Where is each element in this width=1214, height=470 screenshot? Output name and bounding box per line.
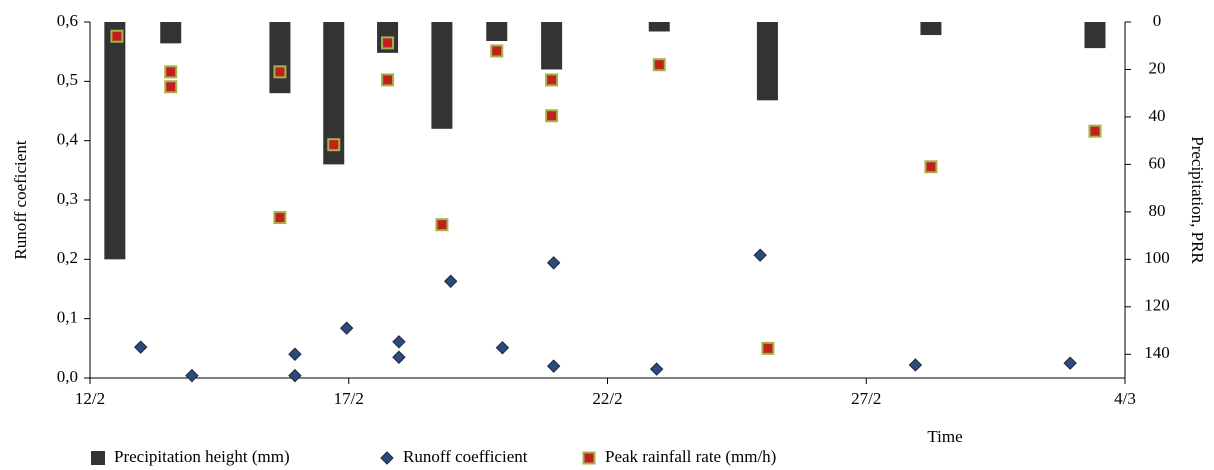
diamond-marker	[288, 368, 302, 383]
bar	[920, 22, 942, 36]
y2-tick-label: 100	[1144, 248, 1170, 267]
y-axis-label: Runoff coeficient	[11, 140, 30, 259]
y-tick-label: 0,3	[57, 189, 78, 208]
y-tick-label: 0,5	[57, 70, 78, 89]
legend-label: Runoff coefficient	[403, 447, 528, 466]
legend-swatch	[582, 451, 596, 465]
y2-tick-label: 120	[1144, 296, 1170, 315]
diamond-marker	[185, 368, 199, 383]
y2-axis-label: Precipitation, PRR	[1188, 136, 1207, 264]
bar	[269, 22, 291, 94]
bar	[431, 22, 453, 129]
diamond-marker	[443, 274, 458, 288]
y-tick-label: 0,0	[57, 367, 78, 386]
x-tick-label: 12/2	[75, 389, 105, 408]
diamond-marker	[546, 359, 561, 373]
square-marker	[545, 73, 559, 87]
diamond-marker	[753, 248, 767, 262]
diamond-marker	[339, 321, 354, 335]
square-marker	[327, 138, 341, 152]
y2-tick-label: 0	[1153, 11, 1162, 30]
x-tick-label: 17/2	[334, 389, 364, 408]
square-marker	[490, 44, 504, 58]
y2-tick-label: 80	[1149, 201, 1166, 220]
square-marker	[381, 36, 395, 50]
y2-tick-label: 60	[1149, 153, 1166, 172]
legend-swatch	[91, 451, 105, 465]
square-marker	[761, 341, 775, 355]
square-marker	[110, 29, 124, 43]
diamond-marker	[546, 256, 561, 270]
square-marker	[435, 218, 449, 232]
bar	[541, 22, 563, 70]
legend-swatch	[380, 451, 394, 465]
y-tick-label: 0,2	[57, 248, 78, 267]
diamond-marker	[649, 362, 664, 376]
y2-tick-label: 140	[1144, 343, 1170, 362]
bar	[648, 22, 670, 32]
bar	[104, 22, 126, 260]
x-tick-label: 4/3	[1114, 389, 1136, 408]
bar	[160, 22, 182, 44]
diamond-marker	[288, 347, 302, 361]
legend-label: Peak rainfall rate (mm/h)	[605, 447, 776, 466]
square-marker	[164, 80, 178, 94]
square-marker	[652, 58, 666, 72]
diamond-marker	[392, 335, 406, 349]
diamond-marker	[134, 340, 148, 354]
square-marker	[1088, 124, 1102, 138]
square-marker	[273, 211, 287, 225]
y-tick-label: 0,4	[57, 130, 79, 149]
x-axis-label: Time	[927, 427, 962, 446]
square-marker	[273, 65, 287, 79]
x-tick-label: 22/2	[592, 389, 622, 408]
bar	[1084, 22, 1106, 49]
square-marker	[164, 65, 178, 79]
diamond-marker	[1063, 356, 1077, 370]
square-marker	[924, 160, 938, 174]
diamond-marker	[495, 341, 510, 355]
y2-tick-label: 20	[1149, 58, 1166, 77]
y-tick-label: 0,6	[57, 11, 78, 30]
legend-label: Precipitation height (mm)	[114, 447, 290, 466]
bar	[486, 22, 508, 41]
square-marker	[381, 73, 395, 87]
y2-tick-label: 40	[1149, 106, 1166, 125]
bar	[323, 22, 345, 165]
y-tick-label: 0,1	[57, 308, 78, 327]
diamond-marker	[392, 350, 406, 364]
square-marker	[545, 109, 559, 123]
diamond-marker	[908, 358, 923, 372]
bar	[756, 22, 778, 101]
x-tick-label: 27/2	[851, 389, 881, 408]
